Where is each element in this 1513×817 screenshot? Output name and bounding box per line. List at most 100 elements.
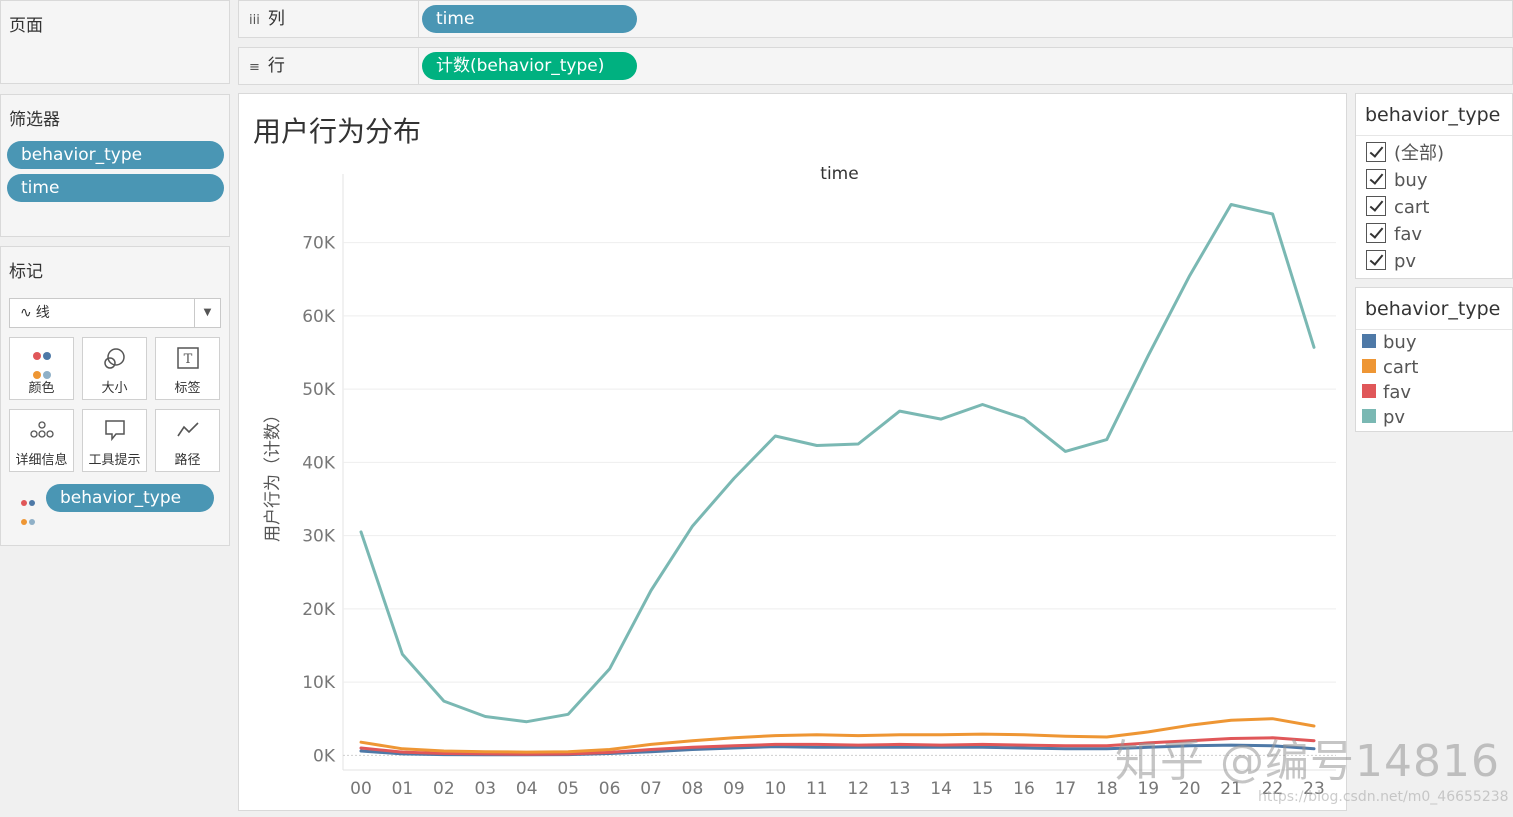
color-dots-icon bbox=[10, 346, 73, 379]
path-button[interactable]: 路径 bbox=[155, 409, 220, 472]
filter-pill-time[interactable]: time bbox=[7, 174, 224, 202]
x-tick-label: 02 bbox=[433, 779, 455, 799]
watermark: 知乎 @编号14816 bbox=[1115, 736, 1500, 787]
detail-button-label: 详细信息 bbox=[15, 453, 68, 468]
detail-dots-icon bbox=[10, 418, 73, 442]
x-tick-label: 06 bbox=[599, 779, 621, 799]
columns-shelf: iii 列 time bbox=[238, 0, 1513, 38]
y-tick-label: 20K bbox=[302, 600, 336, 620]
filter-item-label: buy bbox=[1394, 170, 1428, 191]
filter-pill-behavior-type[interactable]: behavior_type bbox=[7, 141, 224, 169]
checkbox-checked-icon[interactable] bbox=[1366, 169, 1386, 189]
tooltip-button-label: 工具提示 bbox=[88, 453, 141, 468]
marks-panel: 标记 ∿ 线 ▼ 颜色 大小 T 标签 详细信息 工具提示 bbox=[0, 246, 230, 546]
chart-title: 用户行为分布 bbox=[253, 115, 422, 148]
legend-swatch bbox=[1362, 334, 1376, 348]
x-tick-label: 15 bbox=[972, 779, 994, 799]
legend-label: fav bbox=[1383, 382, 1412, 403]
legend-item-fav[interactable]: fav bbox=[1362, 381, 1411, 405]
x-tick-label: 07 bbox=[640, 779, 662, 799]
filter-item-pv[interactable]: pv bbox=[1366, 250, 1416, 274]
x-tick-label: 19 bbox=[1137, 779, 1159, 799]
y-tick-label: 10K bbox=[302, 673, 336, 693]
label-button[interactable]: T 标签 bbox=[155, 337, 220, 400]
mark-type-label: 线 bbox=[35, 305, 50, 321]
series-line-fav bbox=[359, 736, 1316, 756]
mark-type-dropdown[interactable]: ∿ 线 ▼ bbox=[9, 298, 221, 328]
legend-label: cart bbox=[1383, 357, 1419, 378]
chart-header-label: time bbox=[820, 164, 858, 184]
filter-legend: behavior_type (全部) buy cart fav pv bbox=[1355, 93, 1513, 279]
line-mark-icon: ∿ bbox=[20, 305, 32, 321]
path-button-label: 路径 bbox=[174, 453, 201, 468]
x-tick-label: 16 bbox=[1013, 779, 1035, 799]
x-tick-label: 10 bbox=[765, 779, 787, 799]
color-legend-title: behavior_type bbox=[1365, 298, 1501, 320]
x-tick-label: 14 bbox=[930, 779, 952, 799]
filters-title: 筛选器 bbox=[9, 110, 60, 130]
legend-item-buy[interactable]: buy bbox=[1362, 331, 1417, 355]
tooltip-icon bbox=[83, 418, 146, 442]
detail-button[interactable]: 详细信息 bbox=[9, 409, 74, 472]
chevron-down-icon[interactable]: ▼ bbox=[194, 299, 220, 327]
x-tick-label: 03 bbox=[474, 779, 496, 799]
columns-label: 列 bbox=[267, 9, 285, 29]
series-line-pv bbox=[359, 203, 1316, 724]
x-tick-label: 23 bbox=[1303, 779, 1325, 799]
x-tick-label: 11 bbox=[806, 779, 828, 799]
checkbox-checked-icon[interactable] bbox=[1366, 196, 1386, 216]
size-button[interactable]: 大小 bbox=[82, 337, 147, 400]
filter-item-fav[interactable]: fav bbox=[1366, 223, 1422, 247]
checkbox-checked-icon[interactable] bbox=[1366, 142, 1386, 162]
x-tick-label: 22 bbox=[1262, 779, 1284, 799]
checkbox-checked-icon[interactable] bbox=[1366, 223, 1386, 243]
y-tick-label: 50K bbox=[302, 380, 336, 400]
x-tick-label: 04 bbox=[516, 779, 538, 799]
rows-label: 行 bbox=[267, 56, 285, 76]
x-tick-label: 21 bbox=[1220, 779, 1242, 799]
size-button-label: 大小 bbox=[101, 381, 128, 396]
columns-pill-time[interactable]: time bbox=[422, 5, 637, 33]
x-tick-label: 08 bbox=[682, 779, 704, 799]
legend-swatch bbox=[1362, 409, 1376, 423]
filter-item-all[interactable]: (全部) bbox=[1366, 142, 1444, 166]
x-tick-label: 17 bbox=[1055, 779, 1077, 799]
filter-item-buy[interactable]: buy bbox=[1366, 169, 1428, 193]
columns-shelf-label: iii 列 bbox=[239, 1, 419, 37]
chart-panel: time 0K 10K 20K 30K 40K 50K 60K 70K 00 01 02 03 04 05 0… bbox=[238, 93, 1347, 811]
x-tick-label: 12 bbox=[847, 779, 869, 799]
filter-item-cart[interactable]: cart bbox=[1366, 196, 1429, 220]
filter-item-label: cart bbox=[1394, 197, 1430, 218]
color-button[interactable]: 颜色 bbox=[9, 337, 74, 400]
rows-shelf: ≡ 行 计数(behavior_type) bbox=[238, 47, 1513, 85]
checkbox-checked-icon[interactable] bbox=[1366, 250, 1386, 270]
legend-item-cart[interactable]: cart bbox=[1362, 356, 1418, 380]
pages-panel: 页面 bbox=[0, 0, 230, 84]
rows-icon: ≡ bbox=[249, 60, 260, 75]
label-button-label: 标签 bbox=[174, 381, 201, 396]
filters-panel: 筛选器 behavior_type time bbox=[0, 94, 230, 237]
filter-item-label: pv bbox=[1394, 251, 1417, 272]
marks-title: 标记 bbox=[9, 262, 43, 282]
y-tick-label: 0K bbox=[313, 746, 336, 766]
rows-shelf-label: ≡ 行 bbox=[239, 48, 419, 84]
color-dots-icon bbox=[21, 491, 39, 525]
size-icon bbox=[83, 346, 146, 370]
x-tick-label: 09 bbox=[723, 779, 745, 799]
legend-divider bbox=[1356, 135, 1512, 136]
rows-pill-count[interactable]: 计数(behavior_type) bbox=[422, 52, 637, 80]
legend-swatch bbox=[1362, 384, 1376, 398]
x-tick-label: 20 bbox=[1179, 779, 1201, 799]
legend-item-pv[interactable]: pv bbox=[1362, 406, 1405, 430]
legend-label: pv bbox=[1383, 407, 1406, 428]
x-tick-label: 00 bbox=[350, 779, 372, 799]
color-field-pill[interactable]: behavior_type bbox=[46, 484, 214, 512]
legend-label: buy bbox=[1383, 332, 1417, 353]
tooltip-button[interactable]: 工具提示 bbox=[82, 409, 147, 472]
text-label-icon: T bbox=[156, 346, 219, 370]
y-tick-label: 40K bbox=[302, 453, 336, 473]
y-tick-label: 30K bbox=[302, 527, 336, 547]
watermark-url: https://blog.csdn.net/m0_46655238 bbox=[1258, 789, 1509, 805]
y-axis-label: 用户行为（计数） bbox=[263, 406, 283, 542]
y-tick-label: 70K bbox=[302, 234, 336, 254]
